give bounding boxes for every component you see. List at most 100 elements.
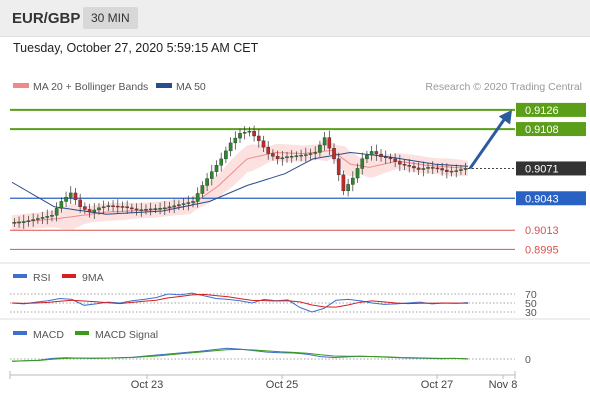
candle-body xyxy=(463,168,468,170)
candle-body xyxy=(435,167,440,170)
last-price-label: 0.9071 xyxy=(525,163,559,175)
candle-body xyxy=(233,137,238,144)
candle-body xyxy=(327,137,332,149)
level-box-0.9108 xyxy=(516,122,586,137)
candle-body xyxy=(26,220,31,222)
candle-body xyxy=(54,208,59,216)
candle-body xyxy=(393,158,397,162)
time-tick-label: Oct 23 xyxy=(131,379,163,391)
level-label-0.8995: 0.8995 xyxy=(525,244,559,256)
timeframe-badge[interactable]: 30 MIN xyxy=(83,7,138,29)
candle-body xyxy=(139,209,144,211)
candle-body xyxy=(214,165,219,172)
candle-body xyxy=(21,221,26,223)
candle-body xyxy=(271,153,275,157)
candle-body xyxy=(144,209,148,211)
rsi-level-label-50: 50 xyxy=(525,298,537,310)
candle-body xyxy=(454,170,459,172)
legend-ma20: MA 20 + Bollinger Bands xyxy=(33,81,148,93)
candle-body xyxy=(365,154,369,160)
candle-body xyxy=(308,153,313,155)
candle-body xyxy=(115,205,120,208)
candle-body xyxy=(40,217,45,219)
candle-body xyxy=(374,151,379,155)
legend-9ma: 9MA xyxy=(82,272,104,284)
candle-body xyxy=(416,167,421,170)
candle-body xyxy=(134,208,139,211)
legend-swatch-9ma xyxy=(62,274,76,278)
candle-body xyxy=(430,167,435,169)
candle-body xyxy=(209,171,214,179)
macd-level-label-0: 0 xyxy=(525,354,531,366)
candle-body xyxy=(101,206,106,209)
candle-body xyxy=(294,155,299,157)
last-price-box xyxy=(516,161,586,176)
candle-body xyxy=(445,169,449,172)
candle-body xyxy=(355,168,360,179)
candle-body xyxy=(313,152,318,154)
legend-swatch-macd-signal xyxy=(75,331,89,335)
macd-panel: 0 xyxy=(10,347,531,366)
ma20-line xyxy=(11,149,469,224)
candle-body xyxy=(261,140,266,148)
macd-signal-line xyxy=(11,348,469,362)
legend-ma50: MA 50 xyxy=(176,81,206,93)
candle-body xyxy=(252,130,256,137)
candle-body xyxy=(421,168,426,170)
candle-body xyxy=(64,196,68,202)
candle-body xyxy=(341,174,346,192)
candle-body xyxy=(78,199,82,207)
candle-body xyxy=(36,218,40,220)
candle-body xyxy=(407,165,412,167)
candle-body xyxy=(45,216,50,218)
candle-body xyxy=(266,146,271,154)
legend-macd-signal: MACD Signal xyxy=(95,329,158,341)
candle-body xyxy=(177,204,181,206)
candle-body xyxy=(228,142,233,152)
rsi-level-label-70: 70 xyxy=(525,289,537,301)
candle-body xyxy=(158,207,162,210)
legend-swatch-macd xyxy=(13,331,27,335)
candle-body xyxy=(449,170,454,173)
forecast-arrow-head xyxy=(498,109,512,125)
level-label-0.9108: 0.9108 xyxy=(525,124,559,136)
level-box-0.9043 xyxy=(516,191,586,206)
level-label-0.9013: 0.9013 xyxy=(525,225,559,237)
candle-body xyxy=(247,130,252,133)
time-tick-label: Oct 25 xyxy=(266,379,298,391)
candle-body xyxy=(200,185,205,194)
candle-body xyxy=(125,206,129,209)
candle-body xyxy=(257,135,261,141)
candle-body xyxy=(379,153,383,157)
candle-body xyxy=(332,148,336,160)
candle-body xyxy=(224,150,228,160)
candle-body xyxy=(299,154,303,157)
candle-body xyxy=(242,132,247,134)
candle-body xyxy=(285,156,289,159)
symbol-title: EUR/GBP xyxy=(12,10,81,27)
candle-body xyxy=(181,203,186,205)
candle-body xyxy=(275,156,280,160)
candle-body xyxy=(97,207,101,211)
legend-macd: MACD xyxy=(33,329,64,341)
candle-body xyxy=(111,205,115,207)
candle-body xyxy=(130,207,134,210)
candle-body xyxy=(280,157,285,160)
candle-body xyxy=(318,144,322,153)
legend-swatch-ma50 xyxy=(156,83,172,88)
macd-line xyxy=(11,347,469,362)
legend-swatch-ma20 xyxy=(13,83,29,88)
candle-body xyxy=(360,158,365,169)
candle-body xyxy=(336,158,341,176)
candle-body xyxy=(195,193,200,202)
candle-body xyxy=(205,178,209,186)
rsi-level-label-30: 30 xyxy=(525,307,537,319)
candle-body xyxy=(289,156,294,158)
level-label-0.9043: 0.9043 xyxy=(525,193,559,205)
candle-body xyxy=(426,167,430,169)
time-tick-label: Oct 27 xyxy=(421,379,453,391)
candle-body xyxy=(87,209,92,213)
legend-swatch-rsi xyxy=(13,274,27,278)
